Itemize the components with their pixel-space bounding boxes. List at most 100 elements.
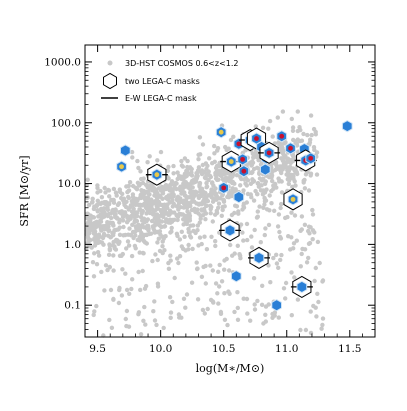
background-galaxy-point xyxy=(278,164,283,169)
background-galaxy-point xyxy=(137,250,142,255)
legac-galaxy-point xyxy=(259,163,271,176)
background-galaxy-point xyxy=(135,213,140,219)
background-galaxy-point xyxy=(291,246,296,251)
background-galaxy-point xyxy=(211,183,216,188)
background-galaxy-point xyxy=(291,166,296,171)
background-galaxy-point xyxy=(164,186,169,192)
background-galaxy-point xyxy=(203,281,208,286)
background-galaxy-point xyxy=(123,316,128,322)
background-galaxy-point xyxy=(160,239,165,244)
background-galaxy-point xyxy=(251,155,256,160)
background-galaxy-point xyxy=(316,299,321,305)
legac-point-core xyxy=(308,155,314,161)
background-galaxy-point xyxy=(103,263,109,268)
background-galaxy-point xyxy=(255,150,260,156)
background-galaxy-point xyxy=(235,290,240,295)
background-galaxy-point xyxy=(171,163,176,169)
background-galaxy-point xyxy=(117,287,122,293)
background-galaxy-point xyxy=(126,324,132,329)
background-galaxy-point xyxy=(152,318,158,323)
background-galaxy-point xyxy=(141,176,146,181)
background-galaxy-point xyxy=(129,253,135,259)
background-galaxy-point xyxy=(209,234,214,239)
background-galaxy-point xyxy=(223,144,228,150)
background-galaxy-point xyxy=(182,156,188,161)
background-galaxy-point xyxy=(315,291,320,296)
background-galaxy-point xyxy=(166,164,171,170)
background-galaxy-point xyxy=(229,190,234,195)
background-galaxy-point xyxy=(307,231,312,236)
background-galaxy-point xyxy=(289,210,294,215)
background-galaxy-point xyxy=(218,311,224,316)
background-galaxy-point xyxy=(301,131,306,137)
background-galaxy-point xyxy=(262,190,268,195)
background-galaxy-point xyxy=(163,183,168,188)
background-galaxy-point xyxy=(221,198,227,203)
background-galaxy-point xyxy=(109,234,114,239)
legac-galaxy-point xyxy=(253,251,265,265)
background-galaxy-point xyxy=(279,170,284,176)
background-galaxy-point xyxy=(238,183,243,188)
background-galaxy-point xyxy=(292,275,297,280)
legac-point-core xyxy=(218,129,224,135)
background-galaxy-point xyxy=(195,297,201,302)
background-galaxy-point xyxy=(320,278,326,283)
background-galaxy-point xyxy=(89,200,95,205)
background-galaxy-point xyxy=(168,310,174,315)
background-galaxy-point xyxy=(183,197,189,203)
background-galaxy-point xyxy=(107,317,112,323)
background-galaxy-point xyxy=(278,205,283,211)
background-galaxy-point xyxy=(267,193,272,198)
background-galaxy-point xyxy=(177,200,182,205)
background-galaxy-point xyxy=(285,158,290,163)
background-galaxy-point xyxy=(210,219,215,224)
background-galaxy-point xyxy=(139,194,144,199)
background-galaxy-point xyxy=(168,186,173,191)
background-galaxy-point xyxy=(295,128,300,134)
background-galaxy-point xyxy=(127,291,132,296)
background-galaxy-point xyxy=(232,309,237,315)
background-galaxy-point xyxy=(190,185,195,190)
background-galaxy-point xyxy=(311,145,317,150)
background-galaxy-point xyxy=(217,284,222,289)
background-galaxy-point xyxy=(292,213,298,218)
background-galaxy-point xyxy=(177,237,183,242)
background-galaxy-point xyxy=(117,225,122,230)
background-galaxy-point xyxy=(165,175,170,180)
background-galaxy-point xyxy=(91,274,97,279)
background-galaxy-point xyxy=(228,242,233,248)
background-galaxy-point xyxy=(142,304,147,310)
background-galaxy-point xyxy=(312,278,317,284)
background-galaxy-point xyxy=(167,208,173,213)
background-galaxy-point xyxy=(253,124,258,129)
background-galaxy-point xyxy=(279,252,284,258)
background-galaxy-point xyxy=(186,182,192,187)
background-galaxy-point xyxy=(154,322,159,328)
background-galaxy-point xyxy=(266,126,271,131)
background-galaxy-point xyxy=(270,178,275,184)
background-galaxy-point xyxy=(258,188,264,193)
background-galaxy-point xyxy=(150,258,155,264)
background-galaxy-point xyxy=(230,186,235,191)
background-galaxy-point xyxy=(190,246,195,252)
background-galaxy-point xyxy=(252,227,257,233)
background-galaxy-point xyxy=(169,179,175,184)
background-galaxy-point xyxy=(120,197,126,203)
background-galaxy-point xyxy=(132,219,137,225)
background-galaxy-point xyxy=(149,218,155,224)
background-galaxy-point xyxy=(99,224,105,229)
background-galaxy-point xyxy=(156,236,161,241)
background-galaxy-point xyxy=(141,251,146,256)
background-galaxy-point xyxy=(274,252,279,257)
background-galaxy-point xyxy=(111,197,116,203)
background-galaxy-point xyxy=(124,308,130,314)
background-galaxy-point xyxy=(276,265,281,270)
background-galaxy-point xyxy=(103,224,109,229)
background-galaxy-point xyxy=(208,263,213,268)
background-galaxy-point xyxy=(113,237,119,243)
background-galaxy-point xyxy=(286,168,291,174)
background-galaxy-point xyxy=(203,176,208,181)
background-galaxy-point xyxy=(100,234,106,240)
background-galaxy-point xyxy=(189,170,194,175)
background-galaxy-point xyxy=(260,283,265,288)
